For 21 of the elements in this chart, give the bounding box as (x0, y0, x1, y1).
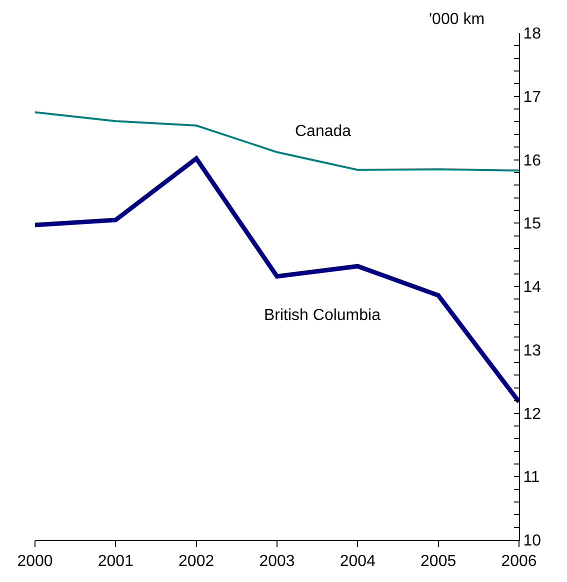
y-tick-label: 13 (523, 342, 542, 360)
series-label: British Columbia (264, 307, 381, 324)
y-tick-label: 18 (523, 26, 542, 43)
x-tick-label: 2006 (501, 553, 537, 570)
x-tick-label: 2004 (340, 553, 376, 570)
y-tick-label: 15 (523, 216, 542, 233)
series-label: Canada (295, 123, 352, 140)
y-tick-label: 14 (523, 279, 542, 296)
y-tick-label: 10 (523, 532, 542, 550)
line-series (35, 156, 519, 404)
x-tick-label: 2001 (98, 553, 134, 570)
x-tick-label: 2003 (259, 553, 295, 570)
y-tick-label: 12 (523, 406, 542, 423)
y-tick-label: 11 (523, 469, 540, 486)
line-series (35, 111, 519, 172)
x-tick-label: 2002 (178, 553, 214, 570)
y-tick-label: 16 (523, 152, 542, 170)
y-axis-title: '000 km (429, 11, 485, 28)
x-tick-label: 2005 (420, 553, 456, 570)
y-tick-label: 17 (523, 88, 542, 106)
x-tick-label: 2000 (17, 553, 53, 570)
